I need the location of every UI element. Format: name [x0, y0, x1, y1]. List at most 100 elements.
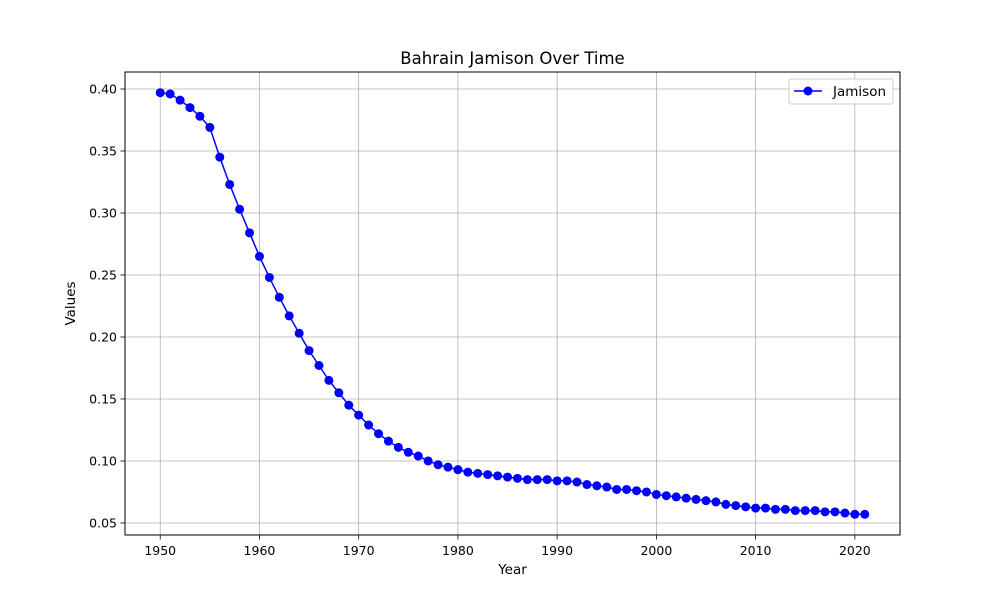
x-tick-label: 1970 [343, 543, 375, 558]
data-point [195, 111, 205, 121]
data-point [572, 477, 582, 487]
data-point [582, 480, 592, 490]
plot-frame [124, 71, 901, 536]
data-point [245, 228, 255, 238]
data-point [711, 497, 721, 507]
data-point [701, 496, 711, 506]
x-tick-label: 2010 [740, 543, 772, 558]
legend-marker-swatch [803, 86, 813, 96]
x-tick-label: 2020 [839, 543, 871, 558]
data-point [284, 311, 294, 321]
data-point [552, 476, 562, 486]
data-point [503, 472, 513, 482]
y-tick-label: 0.10 [89, 453, 117, 468]
data-point [632, 486, 642, 496]
data-point [463, 467, 473, 477]
x-tick-label: 1960 [244, 543, 276, 558]
data-point [334, 388, 344, 398]
data-point [473, 468, 483, 478]
x-tick-label: 1990 [541, 543, 573, 558]
data-point [443, 462, 453, 472]
data-point [403, 447, 413, 457]
x-axis-label: Year [497, 562, 527, 578]
data-point [225, 179, 235, 189]
data-point [820, 507, 830, 517]
data-point [661, 491, 671, 501]
data-point [383, 436, 393, 446]
data-point [770, 504, 780, 514]
legend-box [788, 78, 894, 105]
data-point [532, 475, 542, 485]
data-point [592, 481, 602, 491]
x-axis-ticks: 1950 1960 1970 1980 1990 2000 2010 2020 [144, 535, 871, 558]
data-point [354, 410, 364, 420]
legend-label: Jamison [832, 84, 886, 100]
data-point [850, 509, 860, 519]
data-point [453, 465, 463, 475]
data-point [651, 489, 661, 499]
data-point [612, 484, 622, 494]
x-tick-label: 1980 [442, 543, 474, 558]
data-point [780, 504, 790, 514]
y-tick-label: 0.05 [89, 515, 117, 530]
data-point [751, 503, 761, 513]
data-point [185, 103, 195, 113]
y-axis-label: Values [63, 281, 79, 325]
data-point [393, 442, 403, 452]
data-point [810, 506, 820, 516]
data-point [324, 375, 334, 385]
y-tick-label: 0.25 [89, 267, 117, 282]
data-point [493, 471, 503, 481]
data-point [235, 204, 245, 214]
data-point [433, 460, 443, 470]
data-point [830, 507, 840, 517]
data-point [155, 88, 165, 98]
data-point [205, 122, 215, 132]
data-point [423, 456, 433, 466]
data-point [622, 484, 632, 494]
data-point [274, 292, 284, 302]
data-point [364, 420, 374, 430]
data-point [522, 475, 532, 485]
data-point [413, 451, 423, 461]
data-point [374, 429, 384, 439]
data-point [264, 272, 274, 282]
x-tick-label: 1950 [144, 543, 176, 558]
y-tick-label: 0.35 [89, 143, 117, 158]
data-point [800, 506, 810, 516]
data-point [840, 508, 850, 518]
data-point [314, 360, 324, 370]
data-point [641, 487, 651, 497]
data-point [175, 95, 185, 105]
data-point [542, 475, 552, 485]
data-point [483, 470, 493, 480]
plot-area [125, 72, 900, 535]
data-point [721, 499, 731, 509]
y-tick-label: 0.30 [89, 205, 117, 220]
data-point [602, 482, 612, 492]
data-point [165, 89, 175, 99]
data-point [254, 251, 264, 261]
legend: Jamison [788, 78, 894, 105]
data-point [731, 501, 741, 511]
data-point [761, 503, 771, 513]
data-point [691, 494, 701, 504]
data-point [562, 476, 572, 486]
data-point [344, 400, 354, 410]
y-tick-label: 0.20 [89, 329, 117, 344]
chart-title: Bahrain Jamison Over Time [400, 49, 624, 68]
data-point [790, 506, 800, 516]
y-axis-ticks: 0.05 0.10 0.15 0.20 0.25 0.30 0.35 0.40 [89, 81, 125, 530]
x-tick-label: 2000 [640, 543, 672, 558]
data-point [671, 492, 681, 502]
data-point [681, 493, 691, 503]
y-tick-label: 0.40 [89, 81, 117, 96]
data-point [741, 502, 751, 512]
data-point [215, 152, 225, 162]
data-point [294, 328, 304, 338]
data-point [860, 509, 870, 519]
data-point [304, 346, 314, 356]
grid-lines [125, 72, 900, 535]
series-layer [155, 88, 870, 519]
